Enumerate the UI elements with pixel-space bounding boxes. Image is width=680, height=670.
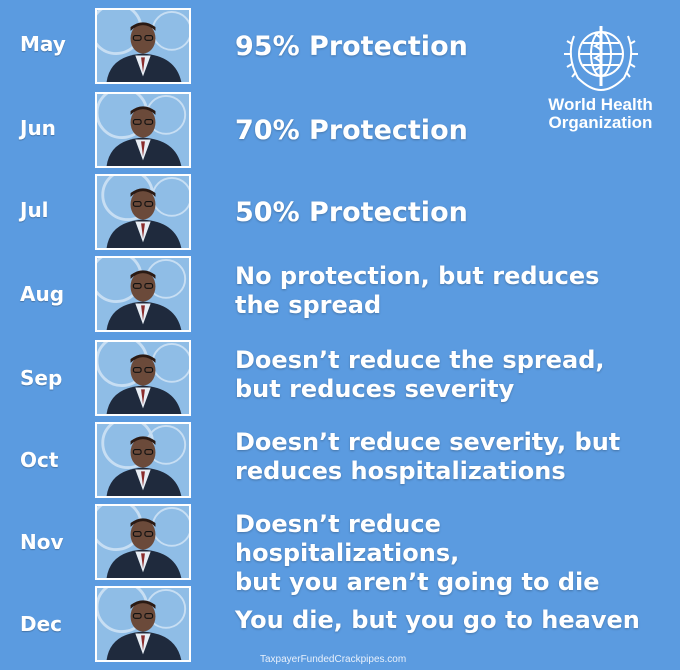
month-label: Aug — [20, 282, 65, 306]
statement-text: Doesn’t reduce the spread, but reduces s… — [235, 346, 605, 403]
timeline-row: May 95% Protection — [0, 4, 680, 88]
portrait-photo — [95, 340, 191, 416]
statement-text: 70% Protection — [235, 115, 468, 146]
credit: TaxpayerFundedCrackpipes.com — [260, 654, 407, 665]
timeline-row: Jul 50% Protection — [0, 170, 680, 254]
month-label: Dec — [20, 612, 63, 636]
portrait-photo — [95, 504, 191, 580]
timeline-row: Oct Doesn’t reduce severity, but reduces… — [0, 418, 680, 502]
statement-text: Doesn’t reduce severity, but reduces hos… — [235, 428, 621, 485]
timeline-row: Sep Doesn’t reduce the spread, but reduc… — [0, 336, 680, 420]
statement-text: Doesn’t reduce hospitalizations, but you… — [235, 510, 600, 596]
month-label: Oct — [20, 448, 59, 472]
timeline-row: Jun 70% Protection — [0, 88, 680, 172]
month-label: Jun — [20, 116, 56, 140]
month-label: Nov — [20, 530, 64, 554]
portrait-photo — [95, 256, 191, 332]
portrait-photo — [95, 92, 191, 168]
portrait-photo — [95, 586, 191, 662]
portrait-photo — [95, 8, 191, 84]
statement-text: You die, but you go to heaven — [235, 606, 640, 634]
month-label: May — [20, 32, 66, 56]
portrait-photo — [95, 422, 191, 498]
month-label: Jul — [20, 198, 49, 222]
statement-text: 50% Protection — [235, 197, 468, 228]
portrait-photo — [95, 174, 191, 250]
statement-text: No protection, but reduces the spread — [235, 262, 600, 319]
statement-text: 95% Protection — [235, 31, 468, 62]
who-emblem-icon — [563, 26, 638, 91]
month-label: Sep — [20, 366, 63, 390]
who-logo: World Health Organization — [538, 20, 663, 132]
timeline-row: Aug No protection, but reduces the sprea… — [0, 252, 680, 336]
timeline-row: Dec You die, but you go to heaven — [0, 582, 680, 666]
timeline-row: Nov Doesn’t reduce hospitalizations, but… — [0, 500, 680, 596]
who-name: World Health Organization — [548, 95, 653, 132]
